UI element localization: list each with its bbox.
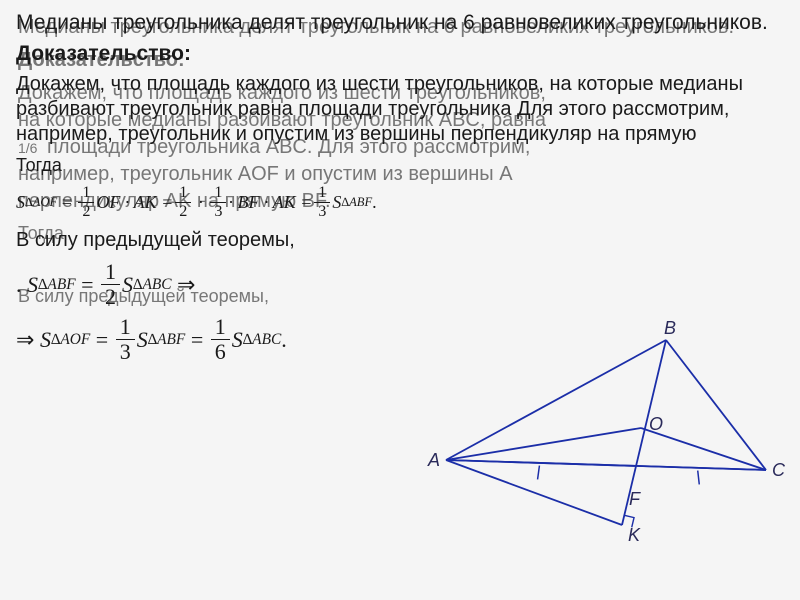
svg-text:A: A — [427, 450, 440, 470]
formula-line-1: S∆AOF = 12 OF · AK = 12 · 13 · BF · AK =… — [16, 184, 780, 221]
svg-text:C: C — [772, 460, 786, 480]
svg-text:O: O — [649, 414, 663, 434]
svg-text:K: K — [628, 525, 641, 545]
svg-text:B: B — [664, 320, 676, 338]
previous-theorem: В силу предыдущей теоремы, — [16, 229, 780, 252]
proof-heading: Доказательство: — [16, 42, 780, 66]
formula-line-2: . S∆ABF = 12 S∆ABC ⇒ — [16, 260, 780, 309]
statement: Медианы треугольника делят треугольник н… — [16, 10, 780, 36]
proof-text: Докажем, что площадь каждого из шести тр… — [16, 72, 780, 147]
togda: Тогда — [16, 155, 780, 176]
triangle-diagram: A B C O FK — [426, 320, 786, 550]
svg-text:F: F — [629, 489, 641, 509]
